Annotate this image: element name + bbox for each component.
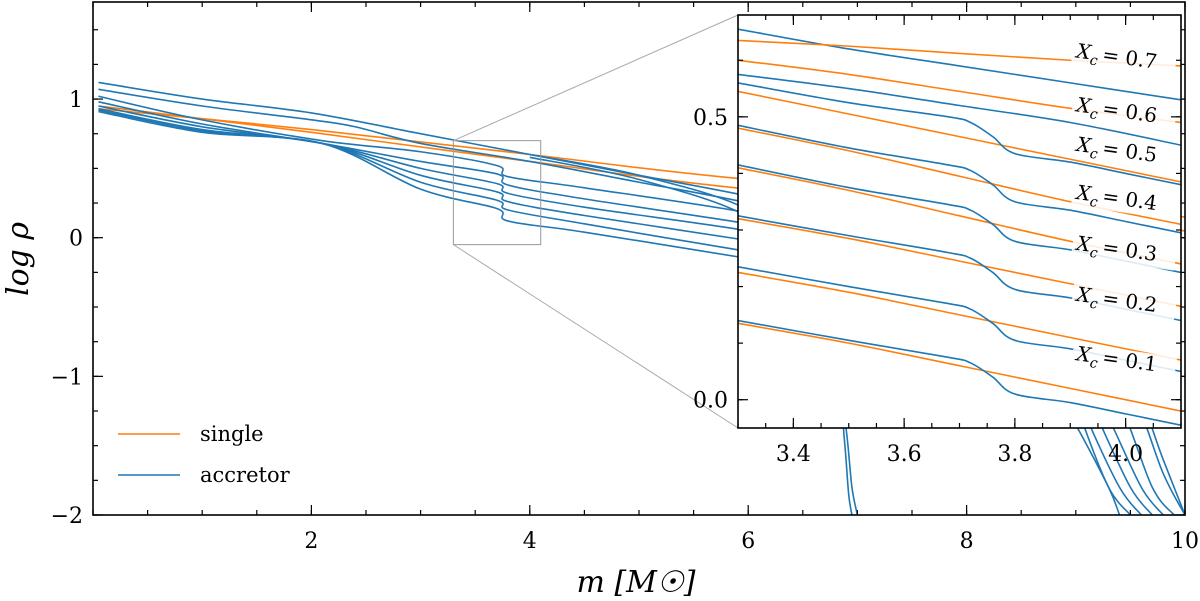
annotation-variable: X xyxy=(1073,180,1093,206)
annotation-subscript: c xyxy=(1089,52,1099,69)
main-xtick-label-1: 4 xyxy=(523,529,537,554)
inset-annotation-1: Xc = 0.6 xyxy=(1070,92,1178,133)
inset-series-accretor-15 xyxy=(738,319,1181,426)
inset-series-accretor-5 xyxy=(738,82,1181,186)
inset-annotation-6: Xc = 0.1 xyxy=(1070,341,1178,381)
annotation-variable: X xyxy=(1073,38,1093,64)
main-plot-frame xyxy=(92,1,1186,516)
inset-annotation-4: Xc = 0.3 xyxy=(1070,231,1178,271)
inset-annotations: Xc = 0.7Xc = 0.6Xc = 0.5Xc = 0.4Xc = 0.3Xc = 0… xyxy=(1070,38,1178,381)
inset-xtick-label-2: 3.8 xyxy=(997,442,1032,467)
annotation-subscript: c xyxy=(1089,146,1099,163)
inset-plot: Xc = 0.7Xc = 0.6Xc = 0.5Xc = 0.4Xc = 0.3Xc = 0… xyxy=(693,14,1182,467)
inset-annotation-bg xyxy=(1070,342,1178,381)
legend-label-single: single xyxy=(200,422,264,446)
inset-frame xyxy=(737,14,1182,429)
inset-series-accretor-3 xyxy=(738,73,1181,146)
main-ticks: 2 4 6 8 10 −2 −1 0 1 xyxy=(51,2,1199,554)
legend-label-accretor: accretor xyxy=(200,463,291,487)
main-ytick-label-0: −2 xyxy=(51,504,83,529)
inset-annotation-bg xyxy=(1070,93,1178,133)
main-xtick-label-0: 2 xyxy=(304,529,318,554)
inset-series-single-14 xyxy=(738,322,1181,412)
inset-annotation-bg xyxy=(1070,181,1178,220)
zoom-connector-top xyxy=(453,14,739,142)
zoom-connector-bottom xyxy=(453,244,739,429)
inset-xtick-label-0: 3.4 xyxy=(776,442,811,467)
annotation-variable: X xyxy=(1073,282,1093,308)
inset-xtick-label-3: 4.0 xyxy=(1108,442,1143,467)
inset-annotation-bg xyxy=(1070,232,1178,271)
inset-xtick-label-1: 3.6 xyxy=(887,442,922,467)
inset-series-single-12 xyxy=(738,271,1181,361)
x-axis-label-text: m [M☉] xyxy=(576,565,695,600)
main-ytick-label-1: −1 xyxy=(51,365,83,390)
inset-ytick-label-1: 0.5 xyxy=(693,106,728,131)
inset-series-single-4 xyxy=(738,90,1181,183)
inset-annotation-5: Xc = 0.2 xyxy=(1070,282,1178,322)
inset-annotation-2: Xc = 0.5 xyxy=(1070,132,1178,172)
inset-annotation-bg xyxy=(1070,40,1178,79)
annotation-variable: X xyxy=(1073,341,1093,367)
main-xtick-label-3: 8 xyxy=(960,529,974,554)
inset-annotation-bg xyxy=(1070,283,1178,322)
main-xtick-label-2: 6 xyxy=(741,529,755,554)
inset-series-accretor-7 xyxy=(738,124,1181,234)
main-xtick-label-4: 10 xyxy=(1171,529,1199,554)
main-ytick-label-3: 1 xyxy=(69,88,83,113)
y-axis-label: log ρ xyxy=(1,222,36,296)
annotation-subscript: c xyxy=(1089,355,1099,372)
annotation-variable: X xyxy=(1073,132,1093,158)
annotation-subscript: c xyxy=(1089,194,1099,211)
annotation-variable: X xyxy=(1073,231,1093,257)
annotation-variable: X xyxy=(1073,92,1093,118)
main-ytick-label-2: 0 xyxy=(69,227,83,252)
legend: single accretor xyxy=(118,422,291,487)
inset-annotation-bg xyxy=(1070,133,1178,172)
x-axis-label: m [M☉] xyxy=(576,565,695,600)
annotation-subscript: c xyxy=(1089,106,1099,123)
inset-ytick-label-0: 0.0 xyxy=(693,389,728,414)
annotation-subscript: c xyxy=(1089,296,1099,313)
zoom-box xyxy=(452,140,542,246)
inset-series-accretor-0 xyxy=(738,28,1181,101)
annotation-subscript: c xyxy=(1089,245,1099,262)
